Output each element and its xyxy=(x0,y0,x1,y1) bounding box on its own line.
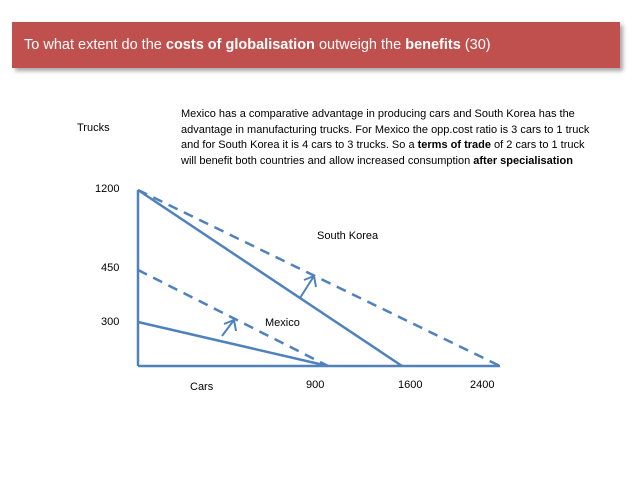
y-axis-label: Trucks xyxy=(77,122,110,134)
explanation-bold-after-specialisation: after specialisation xyxy=(473,154,573,167)
south-korea-ppf xyxy=(137,188,403,368)
y-tick-450: 450 xyxy=(101,262,120,274)
x-tick-1600: 1600 xyxy=(398,379,423,391)
y-tick-1200: 1200 xyxy=(95,183,120,195)
mexico-shift-arrow xyxy=(221,318,237,337)
south-korea-shift-arrow xyxy=(299,274,317,299)
explanation-text: Mexico has a comparative advantage in pr… xyxy=(181,107,591,169)
mexico-label: Mexico xyxy=(265,317,300,329)
mexico-ppf xyxy=(137,320,329,368)
x-axis-label: Cars xyxy=(190,381,214,393)
title-bold-costs: costs of globalisation xyxy=(165,37,315,53)
x-tick-900: 900 xyxy=(306,379,325,391)
south-korea-label: South Korea xyxy=(317,230,379,242)
explanation-part-1: Mexico has a comparative advantage in pr… xyxy=(181,108,590,151)
title-text-2: outweigh the xyxy=(314,37,406,53)
x-tick-2400: 2400 xyxy=(470,379,495,391)
y-tick-300: 300 xyxy=(101,316,120,328)
explanation-bold-terms-of-trade: terms of trade xyxy=(417,139,491,151)
mexico-ppf-dashed xyxy=(137,268,329,368)
south-korea-ppf-dashed xyxy=(137,188,501,368)
title-banner: To what extent do the costs of globalisa… xyxy=(12,22,620,68)
slide-title: To what extent do the costs of globalisa… xyxy=(12,37,491,53)
explanation-part-2: of 2 cars to 1 truck will benefit both c… xyxy=(181,139,585,167)
title-text-3: (30) xyxy=(460,37,491,53)
title-text-1: To what extent do the xyxy=(24,37,166,53)
title-bold-benefits: benefits xyxy=(405,37,461,53)
